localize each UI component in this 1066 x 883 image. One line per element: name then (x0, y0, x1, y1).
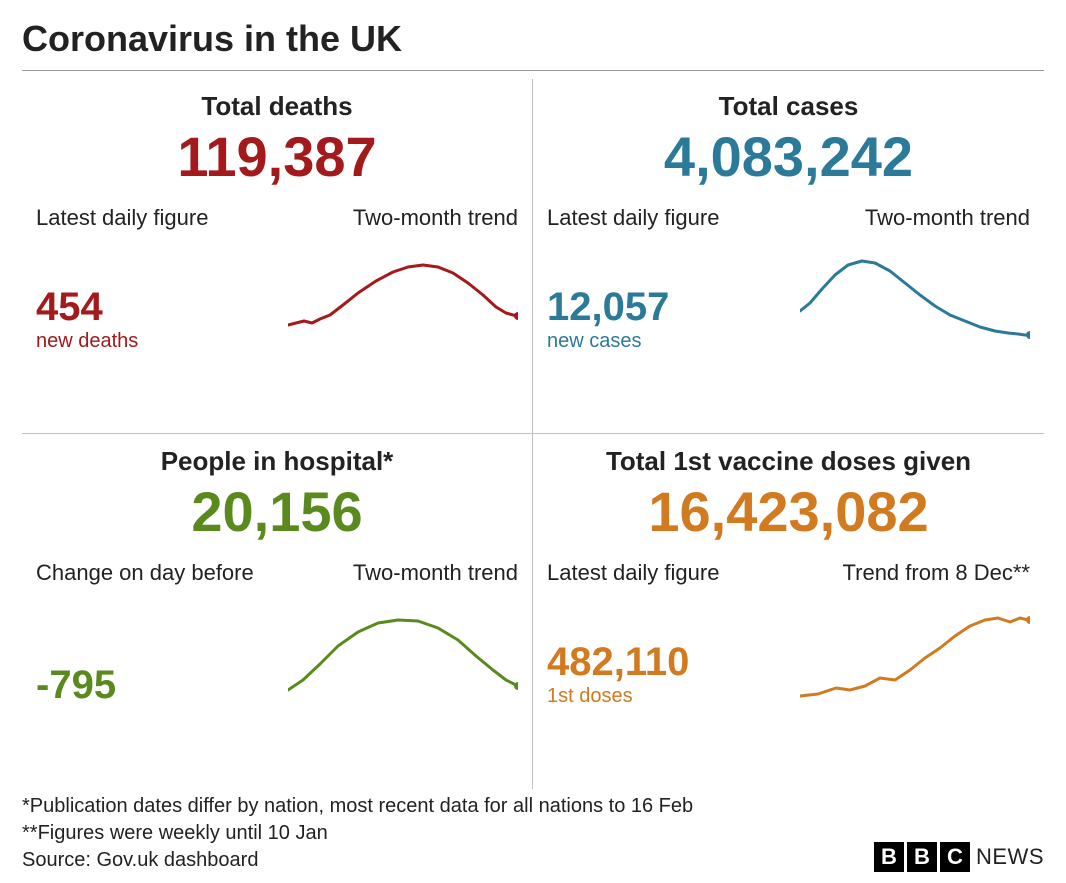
panel-vaccine: Total 1st vaccine doses given 16,423,082… (533, 434, 1044, 789)
title-rule (22, 70, 1044, 71)
panel-hospital-sub-right: Two-month trend (353, 560, 518, 586)
panel-vaccine-sub-right: Trend from 8 Dec** (843, 560, 1030, 586)
panel-hospital-bottom: -795 (36, 598, 518, 708)
panel-deaths: Total deaths 119,387 Latest daily figure… (22, 79, 533, 434)
panel-deaths-daily: 454 new deaths (36, 286, 138, 353)
panel-deaths-subrow: Latest daily figure Two-month trend (36, 205, 518, 231)
panel-vaccine-daily-value: 482,110 (547, 641, 689, 683)
panel-deaths-total: 119,387 (36, 128, 518, 187)
stats-grid: Total deaths 119,387 Latest daily figure… (22, 79, 1044, 789)
panel-hospital-title: People in hospital* (36, 446, 518, 477)
panel-cases-daily: 12,057 new cases (547, 286, 669, 353)
panel-cases-sparkline (800, 253, 1030, 353)
panel-cases-daily-label: new cases (547, 330, 669, 353)
panel-deaths-daily-label: new deaths (36, 330, 138, 353)
panel-hospital-daily-value: -795 (36, 664, 116, 706)
footnotes: *Publication dates differ by nation, mos… (22, 793, 693, 874)
footer: *Publication dates differ by nation, mos… (22, 793, 1044, 874)
footnote-1: *Publication dates differ by nation, mos… (22, 793, 693, 820)
bbc-boxes: B B C (874, 842, 970, 872)
panel-deaths-sub-left: Latest daily figure (36, 205, 208, 231)
footnote-2: **Figures were weekly until 10 Jan (22, 820, 693, 847)
panel-cases-daily-value: 12,057 (547, 286, 669, 328)
panel-deaths-sparkline (288, 253, 518, 353)
panel-hospital-subrow: Change on day before Two-month trend (36, 560, 518, 586)
panel-vaccine-daily-label: 1st doses (547, 685, 689, 708)
bbc-box-1: B (874, 842, 904, 872)
panel-hospital-total: 20,156 (36, 483, 518, 542)
panel-cases-title: Total cases (547, 91, 1030, 122)
panel-vaccine-daily: 482,110 1st doses (547, 641, 689, 708)
panel-cases-sub-left: Latest daily figure (547, 205, 719, 231)
panel-cases-bottom: 12,057 new cases (547, 243, 1030, 353)
footnote-source: Source: Gov.uk dashboard (22, 847, 693, 874)
panel-vaccine-sparkline (800, 608, 1030, 708)
bbc-news-logo: B B C NEWS (874, 842, 1044, 874)
bbc-news-text: NEWS (976, 844, 1044, 870)
panel-deaths-bottom: 454 new deaths (36, 243, 518, 353)
panel-vaccine-total: 16,423,082 (547, 483, 1030, 542)
panel-deaths-sub-right: Two-month trend (353, 205, 518, 231)
panel-deaths-title: Total deaths (36, 91, 518, 122)
page-title: Coronavirus in the UK (22, 18, 1044, 60)
panel-cases-total: 4,083,242 (547, 128, 1030, 187)
panel-vaccine-bottom: 482,110 1st doses (547, 598, 1030, 708)
panel-hospital: People in hospital* 20,156 Change on day… (22, 434, 533, 789)
panel-deaths-daily-value: 454 (36, 286, 138, 328)
panel-hospital-daily: -795 (36, 664, 116, 708)
panel-cases: Total cases 4,083,242 Latest daily figur… (533, 79, 1044, 434)
panel-hospital-sparkline (288, 608, 518, 708)
panel-cases-subrow: Latest daily figure Two-month trend (547, 205, 1030, 231)
panel-vaccine-sub-left: Latest daily figure (547, 560, 719, 586)
panel-hospital-sub-left: Change on day before (36, 560, 254, 586)
panel-vaccine-subrow: Latest daily figure Trend from 8 Dec** (547, 560, 1030, 586)
panel-vaccine-title: Total 1st vaccine doses given (547, 446, 1030, 477)
bbc-box-2: B (907, 842, 937, 872)
panel-cases-sub-right: Two-month trend (865, 205, 1030, 231)
bbc-box-3: C (940, 842, 970, 872)
